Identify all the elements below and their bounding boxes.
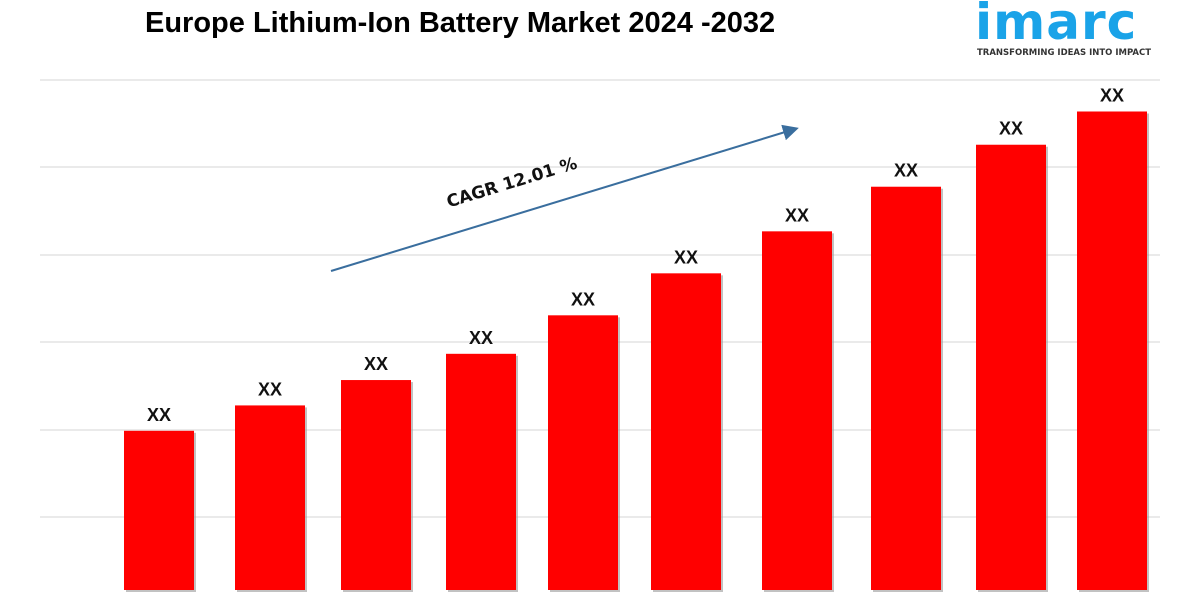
cagr-arrow — [330, 124, 799, 272]
bar — [124, 430, 194, 590]
data-label: XX — [1100, 85, 1124, 105]
cagr-label: CAGR 12.01 % — [444, 154, 579, 213]
data-label: XX — [147, 405, 171, 425]
logo-tagline: TRANSFORMING IDEAS INTO IMPACT — [977, 48, 1152, 58]
data-label: XX — [894, 161, 918, 181]
bar — [446, 353, 516, 590]
chart-title: Europe Lithium-Ion Battery Market 2024 -… — [145, 7, 776, 39]
logo-word: imarc — [975, 0, 1138, 51]
bar — [651, 273, 721, 590]
bar — [871, 186, 941, 590]
bar — [548, 315, 618, 590]
bar — [341, 380, 411, 590]
data-label: XX — [674, 247, 698, 267]
data-label: XX — [571, 289, 595, 309]
data-label: XX — [469, 328, 493, 348]
data-label: XX — [364, 354, 388, 374]
data-label: XX — [258, 379, 282, 399]
imarc-logo: imarc TRANSFORMING IDEAS INTO IMPACT — [975, 0, 1175, 62]
bar — [762, 231, 832, 591]
bar — [235, 405, 305, 590]
data-label: XX — [999, 119, 1023, 139]
bar — [976, 144, 1046, 590]
data-label: XX — [785, 205, 809, 225]
bar — [1077, 111, 1147, 590]
